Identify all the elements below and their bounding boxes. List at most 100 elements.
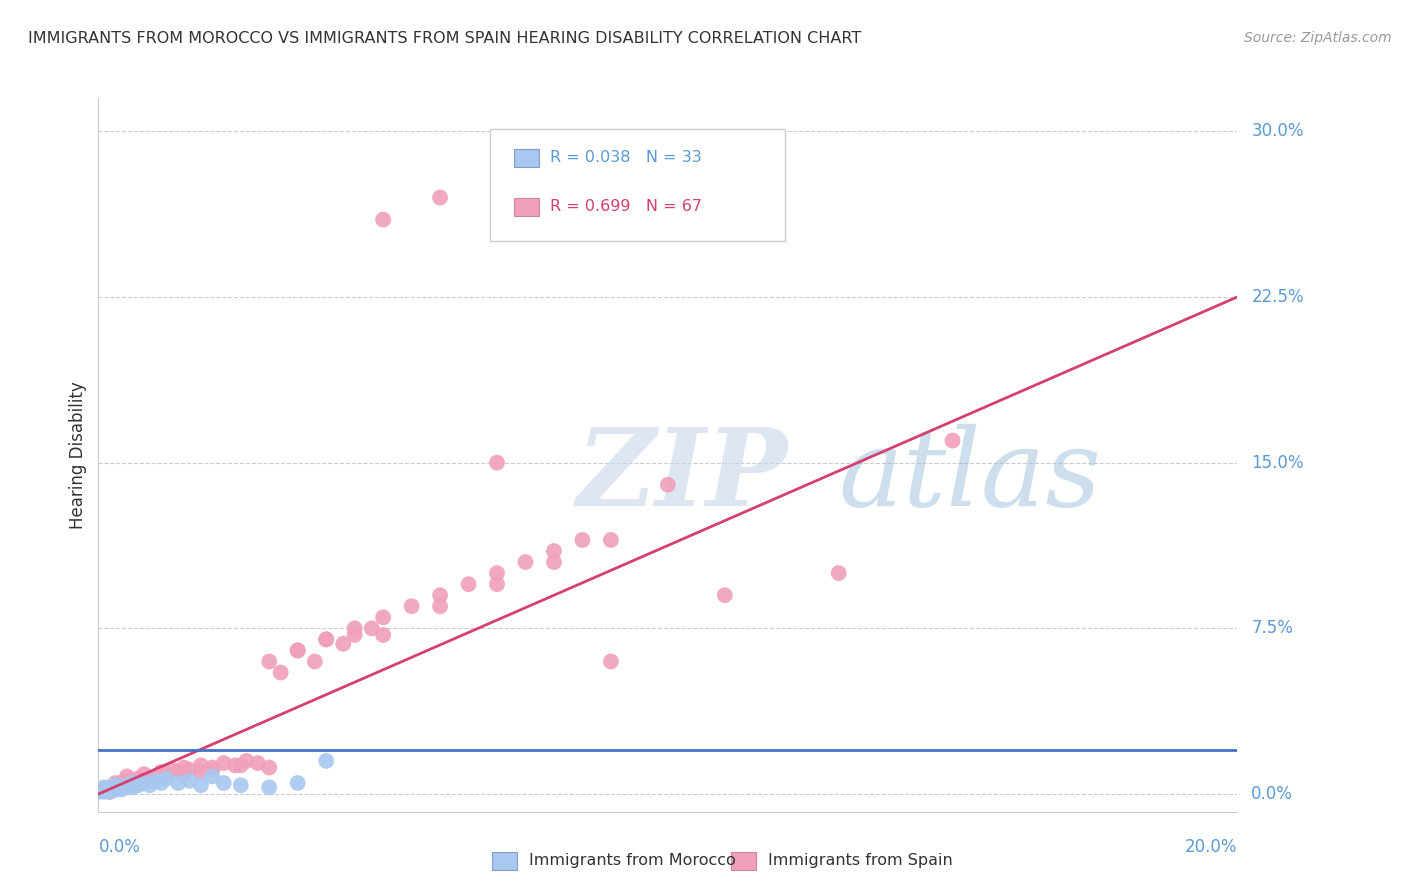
Text: 7.5%: 7.5%: [1251, 619, 1294, 638]
Point: [115, 769, 138, 783]
Point: [201, 760, 224, 774]
Point: [373, 628, 395, 642]
Point: [190, 764, 212, 779]
Point: [173, 767, 195, 781]
Point: [179, 773, 201, 788]
Point: [110, 776, 132, 790]
Point: [373, 212, 395, 227]
Point: [429, 190, 451, 204]
Point: [315, 632, 337, 647]
Point: [190, 758, 212, 772]
Point: [287, 643, 309, 657]
Point: [115, 773, 138, 788]
Point: [93, 782, 115, 797]
Point: [104, 780, 127, 795]
Point: [270, 665, 292, 680]
Point: [98, 785, 121, 799]
Point: [315, 754, 337, 768]
Point: [657, 477, 679, 491]
Text: IMMIGRANTS FROM MOROCCO VS IMMIGRANTS FROM SPAIN HEARING DISABILITY CORRELATION : IMMIGRANTS FROM MOROCCO VS IMMIGRANTS FR…: [28, 31, 862, 46]
Point: [127, 772, 149, 786]
Text: 22.5%: 22.5%: [1251, 288, 1303, 306]
Point: [93, 782, 115, 797]
Point: [179, 763, 201, 777]
Point: [287, 643, 309, 657]
Point: [246, 756, 269, 771]
Point: [332, 637, 354, 651]
Point: [98, 782, 121, 797]
Point: [543, 544, 565, 558]
Point: [828, 566, 851, 581]
Point: [132, 776, 155, 790]
Point: [132, 767, 155, 781]
Text: 0.0%: 0.0%: [98, 838, 141, 856]
Point: [360, 621, 382, 635]
Text: atlas: atlas: [839, 424, 1102, 529]
Point: [259, 655, 281, 669]
Point: [167, 764, 190, 779]
Point: [167, 776, 190, 790]
Point: [115, 778, 138, 792]
Point: [486, 566, 509, 581]
Point: [571, 533, 593, 547]
Point: [942, 434, 965, 448]
Point: [87, 782, 110, 797]
Point: [201, 769, 224, 783]
Point: [156, 769, 179, 783]
Point: [373, 610, 395, 624]
Point: [150, 776, 173, 790]
Text: 30.0%: 30.0%: [1251, 122, 1303, 140]
Point: [110, 778, 132, 792]
Point: [138, 778, 160, 792]
Point: [127, 778, 149, 792]
Point: [162, 763, 184, 777]
Point: [145, 773, 167, 788]
Text: ZIP: ZIP: [576, 424, 789, 529]
Text: R = 0.038   N = 33: R = 0.038 N = 33: [551, 150, 702, 165]
Point: [304, 655, 326, 669]
Point: [229, 778, 252, 792]
Y-axis label: Hearing Disability: Hearing Disability: [69, 381, 87, 529]
Point: [600, 533, 623, 547]
Text: Immigrants from Morocco: Immigrants from Morocco: [529, 854, 735, 868]
Point: [543, 555, 565, 569]
Point: [429, 599, 451, 614]
Point: [121, 776, 143, 790]
Text: 20.0%: 20.0%: [1185, 838, 1237, 856]
Point: [212, 756, 235, 771]
Point: [600, 655, 623, 669]
Point: [259, 760, 281, 774]
Point: [145, 772, 167, 786]
Point: [486, 456, 509, 470]
Point: [315, 632, 337, 647]
Point: [98, 780, 121, 795]
Point: [127, 776, 149, 790]
Point: [93, 785, 115, 799]
Text: 15.0%: 15.0%: [1251, 454, 1303, 472]
Text: R = 0.699   N = 67: R = 0.699 N = 67: [551, 200, 703, 214]
Point: [259, 780, 281, 795]
Point: [110, 782, 132, 797]
Point: [98, 785, 121, 799]
Point: [190, 778, 212, 792]
Point: [110, 780, 132, 795]
Point: [224, 758, 246, 772]
Point: [401, 599, 423, 614]
Point: [156, 772, 179, 786]
Point: [150, 764, 173, 779]
Point: [201, 763, 224, 777]
Point: [457, 577, 479, 591]
Point: [87, 785, 110, 799]
Point: [121, 780, 143, 795]
Text: 0.0%: 0.0%: [1251, 785, 1294, 803]
Point: [287, 776, 309, 790]
Point: [132, 773, 155, 788]
Point: [93, 780, 115, 795]
Point: [156, 767, 179, 781]
Point: [104, 780, 127, 795]
Point: [104, 778, 127, 792]
Point: [104, 776, 127, 790]
Point: [115, 780, 138, 795]
Point: [98, 780, 121, 795]
Point: [343, 621, 366, 635]
